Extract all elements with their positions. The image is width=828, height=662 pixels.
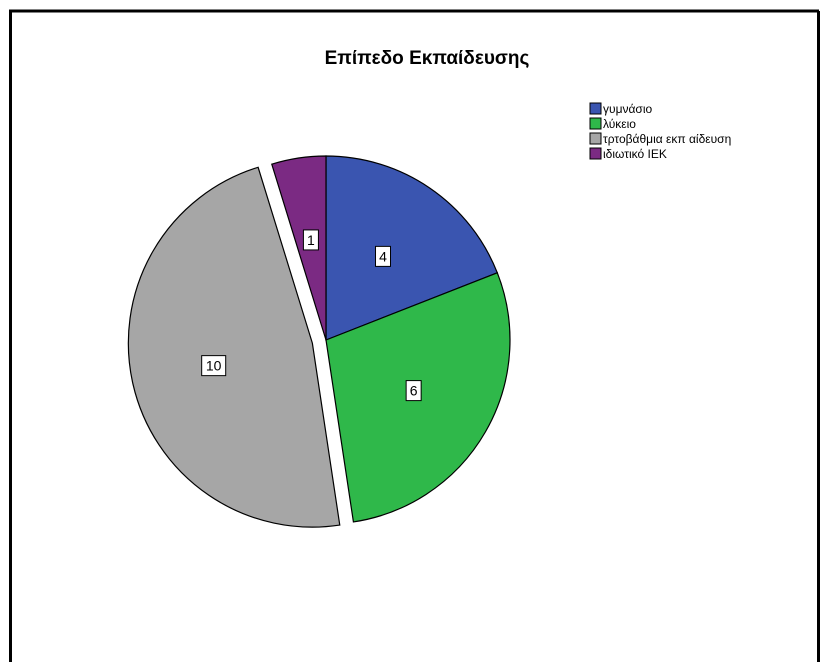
value-label-box-tritovathmia [201,355,227,377]
value-label-box-lykeio [405,380,422,402]
legend-label-idiotiko-iek: ιδιωτικό ΙΕΚ [603,147,667,161]
legend-label-tritovathmia: τρτοβάθμια εκπ αίδευση [603,132,731,146]
legend-label-gymnasio: γυμνάσιο [603,102,652,116]
legend-swatch-gymnasio [589,102,602,115]
value-label-idiotiko-iek: 1 [307,232,315,248]
value-label-tritovathmia: 10 [206,358,222,374]
legend-swatch-lykeio [589,117,602,130]
value-label-gymnasio: 4 [379,248,387,264]
legend-swatch-tritovathmia [589,132,602,145]
value-label-lykeio: 6 [410,383,418,399]
pie-slice-idiotiko-iek [271,155,327,341]
value-labels: 4 6 10 1 [201,229,422,402]
value-label-box-idiotiko-iek [302,229,319,251]
legend-swatch-idiotiko-iek [589,147,602,160]
pie-slice-tritovathmia [127,166,341,528]
pie-slices [127,155,511,528]
value-label-box-gymnasio [375,245,392,267]
pie-slice-gymnasio [325,155,499,341]
legend-label-lykeio: λύκειο [603,117,636,131]
legend: γυμνάσιο λύκειο τρτοβάθμια εκπ αίδευση ι… [589,102,731,161]
chart-title: Επίπεδο Εκπαίδευσης [325,48,530,69]
